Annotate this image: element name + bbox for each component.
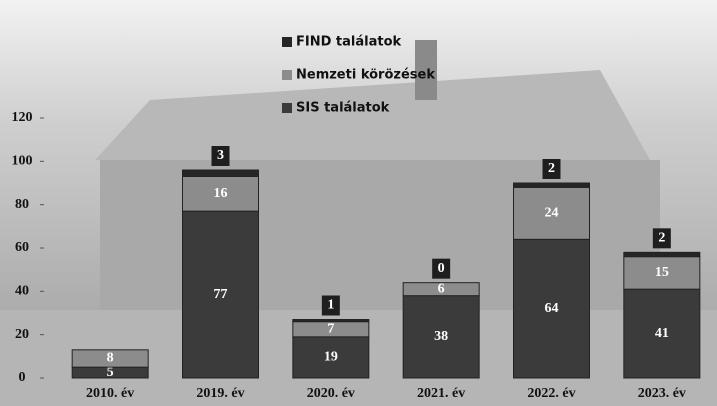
value-label: 19 xyxy=(324,350,338,365)
value-label: 24 xyxy=(545,206,559,221)
value-label: 15 xyxy=(655,265,669,280)
value-label: 1 xyxy=(327,298,334,313)
value-label: 38 xyxy=(434,329,448,344)
value-label: 41 xyxy=(655,326,669,341)
value-label: 2 xyxy=(548,161,555,176)
y-tick-label: 120 xyxy=(12,110,33,125)
value-label: 2 xyxy=(658,231,665,246)
value-label: 3 xyxy=(217,148,224,163)
x-tick-label: 2021. év xyxy=(417,386,465,401)
y-tick-label: 40 xyxy=(15,284,29,299)
legend-swatch xyxy=(282,37,292,47)
chart: FIND találatok Nemzeti körözések SIS talál… xyxy=(0,0,717,406)
y-tick-label: 20 xyxy=(15,327,29,342)
y-tick-label: 100 xyxy=(12,154,33,169)
value-label: 0 xyxy=(438,261,445,276)
legend-label: SIS találatok xyxy=(296,101,390,116)
value-label: 77 xyxy=(214,287,228,302)
x-tick-label: 2022. év xyxy=(527,386,575,401)
x-tick-label: 2020. év xyxy=(307,386,355,401)
legend-label: FIND találatok xyxy=(296,35,402,50)
bar-segment xyxy=(624,252,700,256)
legend-swatch xyxy=(282,70,292,80)
bar-segment xyxy=(514,183,590,187)
value-label: 7 xyxy=(327,321,334,336)
y-tick-label: 0 xyxy=(19,370,26,385)
value-label: 16 xyxy=(214,186,228,201)
y-tick-label: 60 xyxy=(15,240,29,255)
y-tick-label: 80 xyxy=(15,197,29,212)
bar-segment xyxy=(293,320,369,322)
legend-label: Nemzeti körözések xyxy=(296,68,435,83)
x-tick-label: 2010. év xyxy=(86,386,134,401)
value-label: 8 xyxy=(107,351,114,366)
bar-segment xyxy=(183,170,259,177)
x-tick-label: 2023. év xyxy=(638,386,686,401)
x-tick-label: 2019. év xyxy=(196,386,244,401)
value-label: 64 xyxy=(545,301,559,316)
legend-swatch xyxy=(282,103,292,113)
value-label: 6 xyxy=(438,281,445,296)
